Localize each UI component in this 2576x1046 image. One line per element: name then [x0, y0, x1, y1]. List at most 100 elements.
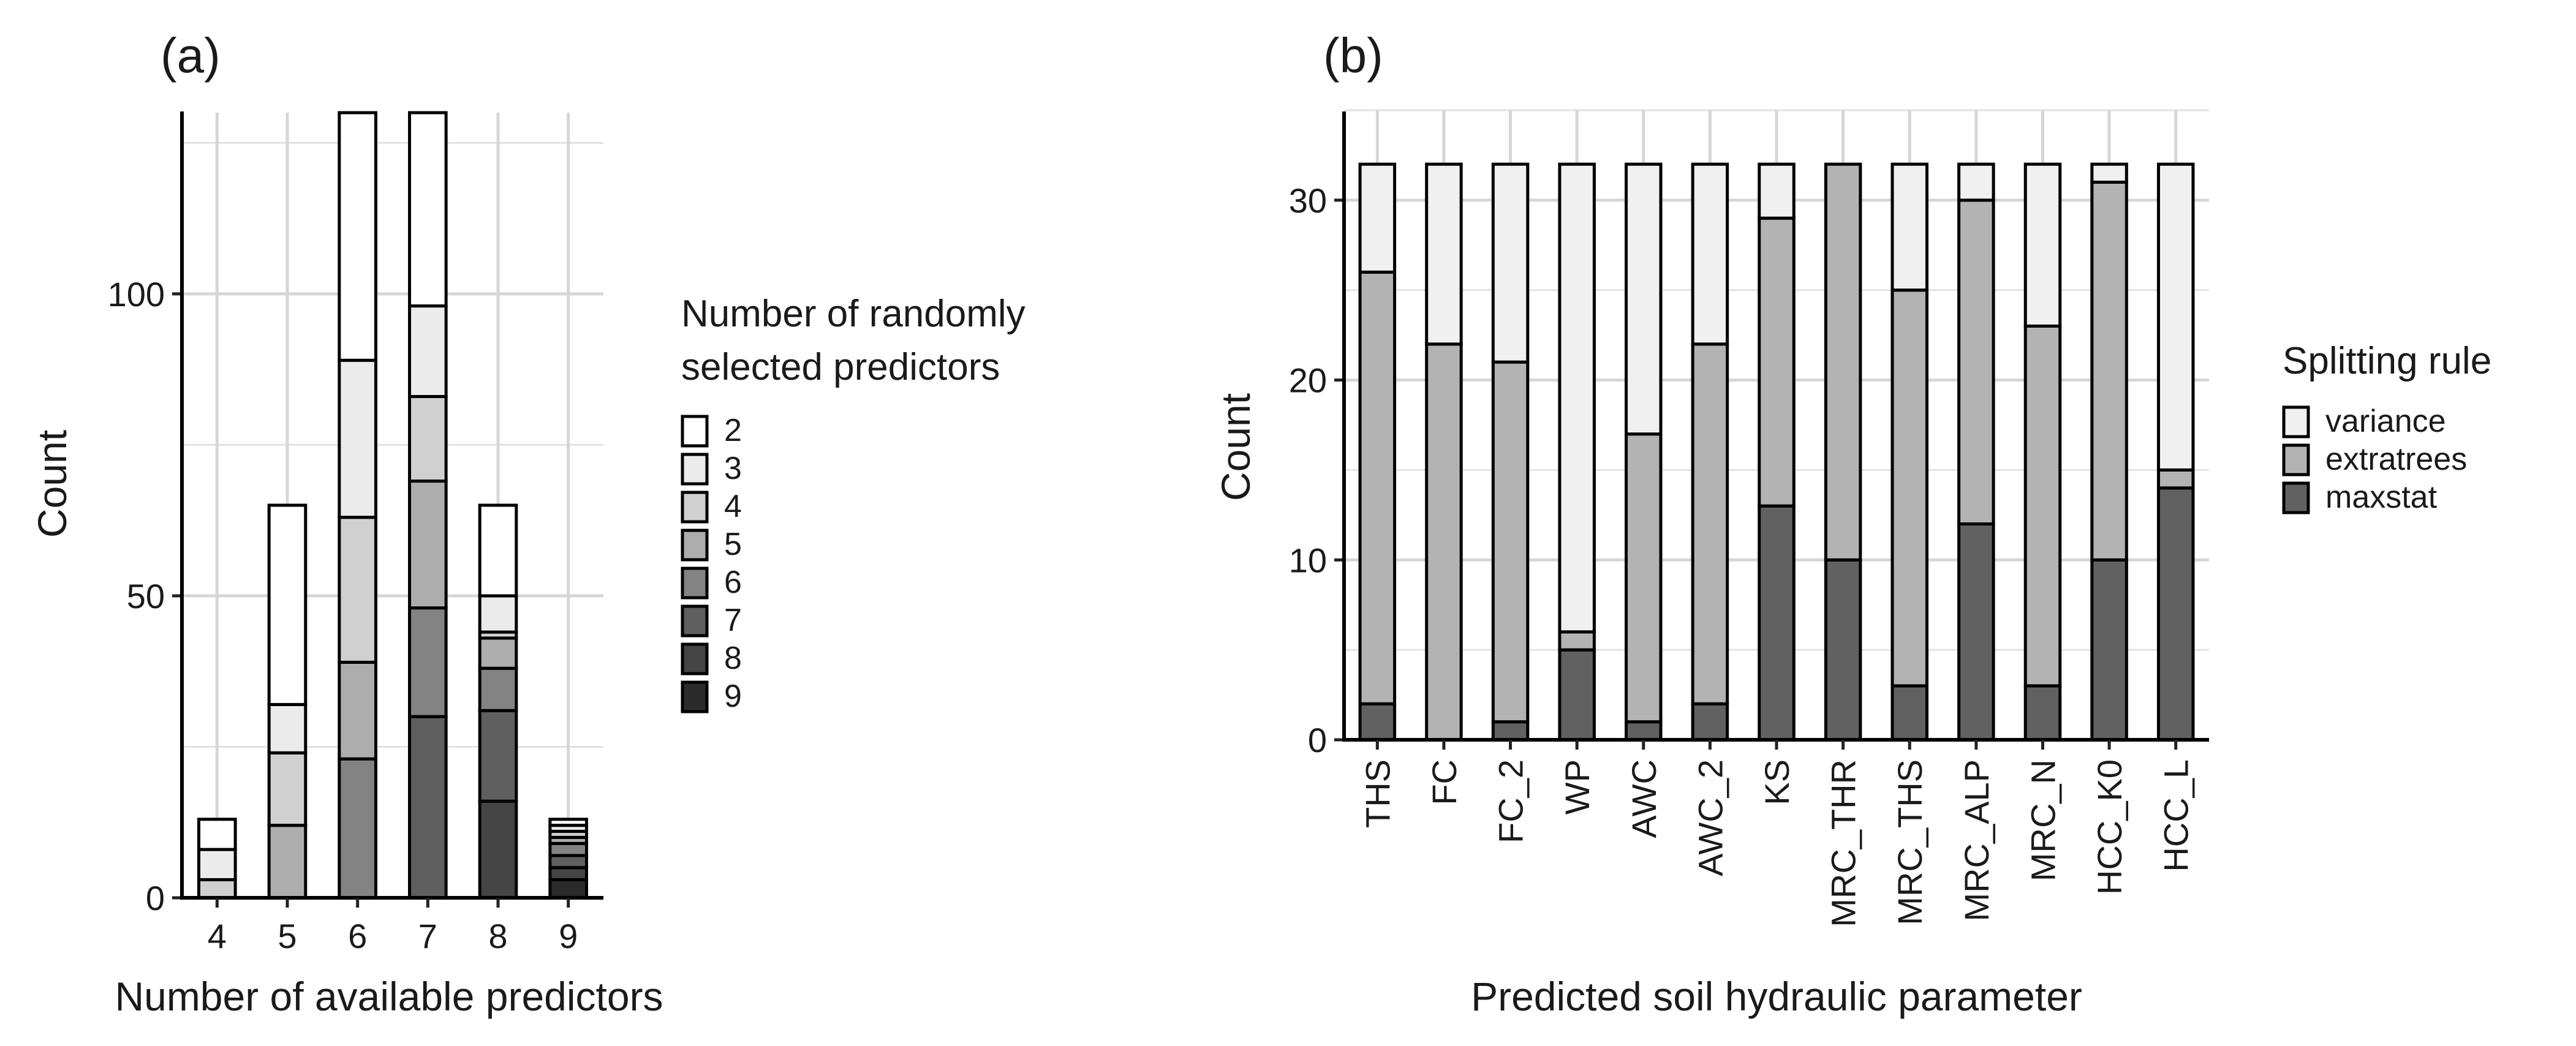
bar-segment-extratrees-FC: [1425, 342, 1463, 742]
bar-segment-8-8: [478, 799, 518, 900]
bar-segment-maxstat-MRC_THR: [1824, 558, 1862, 742]
x-tick-label: FC_2: [1492, 759, 1530, 843]
y-tick-label: 20: [1289, 361, 1327, 400]
bar-segment-maxstat-MRC_THS: [1890, 684, 1928, 742]
bar-segment-2-5: [267, 503, 308, 706]
bar-segment-extratrees-FC_2: [1491, 360, 1530, 724]
y-tick-label: 0: [146, 879, 165, 917]
legend-swatch-variance: [2282, 405, 2310, 438]
bar-segment-5-5: [267, 824, 308, 900]
bar-segment-6-9: [548, 841, 588, 857]
panel-b-x-axis-label: Predicted soil hydraulic parameter: [1471, 974, 2082, 1019]
bar-segment-6-6: [338, 757, 377, 900]
panel-a-legend: Number of randomly selected predictors 2…: [681, 293, 1025, 714]
bar-segment-variance-FC: [1425, 162, 1463, 346]
bar-segment-maxstat-HCC_K0: [2090, 558, 2128, 742]
bar-segment-variance-MRC_ALP: [1957, 162, 1995, 202]
legend-swatch-2: [681, 415, 709, 448]
bar-segment-variance-AWC_2: [1691, 162, 1729, 346]
bar-segment-extratrees-MRC_THS: [1890, 288, 1928, 688]
legend-swatch-4: [681, 491, 709, 524]
x-tick-label: 8: [488, 917, 507, 955]
legend-label: 7: [724, 603, 742, 638]
bar-segment-5-6: [338, 660, 377, 761]
bar-segment-6-7: [408, 606, 448, 718]
bar-segment-3-7: [408, 304, 448, 398]
bar-segment-4-4: [197, 878, 237, 900]
bar-segment-extratrees-KS: [1758, 216, 1796, 508]
legend-label: 5: [724, 527, 742, 562]
y-tick-label: 100: [108, 275, 165, 314]
legend-label: 6: [724, 565, 742, 600]
bar-segment-maxstat-FC_2: [1491, 720, 1530, 742]
bar-segment-extratrees-AWC: [1625, 432, 1663, 724]
legend-swatch-3: [681, 453, 709, 486]
bar-segment-2-7: [408, 111, 448, 308]
legend-label: maxstat: [2325, 480, 2438, 515]
panel-b-bars: [1358, 162, 2195, 742]
x-tick-label: 7: [418, 917, 437, 955]
legend-swatch-extratrees: [2282, 443, 2310, 476]
bar-segment-2-6: [338, 111, 377, 362]
bar-segment-4-6: [338, 516, 377, 664]
x-tick-label: FC: [1425, 759, 1464, 805]
bar-segment-variance-HCC_K0: [2090, 162, 2128, 184]
legend-swatch-7: [681, 604, 709, 638]
x-tick-label: AWC: [1625, 759, 1663, 838]
panel-b-legend-title: Splitting rule: [2283, 340, 2491, 382]
legend-label: variance: [2325, 404, 2446, 439]
panel-a-bars: [197, 111, 588, 900]
x-tick-label: 5: [278, 917, 297, 955]
bar-segment-7-8: [478, 709, 518, 803]
panel-a-label: (a): [161, 28, 221, 83]
x-tick-label: MRC_ALP: [1957, 759, 1996, 922]
y-tick-label: 0: [1308, 721, 1327, 759]
panel-a-x-axis-label: Number of available predictors: [115, 974, 663, 1019]
x-tick-label: 6: [348, 917, 367, 955]
bar-segment-maxstat-WP: [1558, 648, 1596, 742]
x-tick-label: MRC_THR: [1824, 759, 1863, 927]
panel-b-axes: [1334, 111, 2209, 750]
bar-segment-variance-AWC: [1625, 162, 1663, 436]
legend-swatch-8: [681, 642, 709, 675]
bar-segment-extratrees-AWC_2: [1691, 342, 1729, 705]
bar-segment-9-9: [548, 878, 588, 900]
x-tick-label: KS: [1758, 759, 1796, 805]
legend-swatch-maxstat: [2282, 481, 2310, 514]
bar-segment-extratrees-MRC_N: [2023, 324, 2062, 688]
legend-swatch-6: [681, 566, 709, 600]
bar-segment-7-7: [408, 715, 448, 900]
legend-label: 8: [724, 641, 742, 676]
bar-segment-maxstat-MRC_ALP: [1957, 522, 1995, 742]
legend-label: 9: [724, 679, 742, 714]
bar-segment-variance-WP: [1558, 162, 1596, 634]
bar-segment-2-4: [197, 818, 237, 851]
legend-swatch-5: [681, 529, 709, 562]
bar-segment-maxstat-HCC_L: [2156, 486, 2195, 742]
y-tick-label: 50: [127, 577, 165, 615]
bar-segment-variance-MRC_THS: [1890, 162, 1928, 292]
legend-label: 4: [724, 489, 742, 524]
x-tick-label: 4: [208, 917, 227, 955]
bar-segment-maxstat-KS: [1758, 504, 1796, 742]
panel-b: (b) 0 10 20 30 THS FC FC_2 WP AWC AWC_2 KS MRC_THR M…: [1213, 28, 2491, 1019]
bar-segment-variance-FC_2: [1491, 162, 1530, 364]
bar-segment-3-6: [338, 358, 377, 519]
bar-segment-variance-MRC_N: [2023, 162, 2062, 328]
bar-segment-7-9: [548, 854, 588, 870]
panel-b-y-axis-label: Count: [1213, 393, 1258, 501]
bar-segment-3-5: [267, 702, 308, 754]
bar-segment-maxstat-AWC_2: [1691, 702, 1729, 742]
panel-b-tick-labels: 0 10 20 30 THS FC FC_2 WP AWC AWC_2 KS MRC_THR MRC_T…: [1289, 181, 2196, 927]
x-tick-label: MRC_N: [2023, 759, 2062, 881]
x-tick-label: MRC_THS: [1890, 759, 1929, 925]
bar-segment-3-8: [478, 594, 518, 634]
bar-segment-extratrees-HCC_L: [2156, 468, 2195, 490]
bar-segment-5-7: [408, 480, 448, 610]
legend-label: 2: [724, 413, 742, 448]
panel-b-label: (b): [1323, 28, 1383, 83]
